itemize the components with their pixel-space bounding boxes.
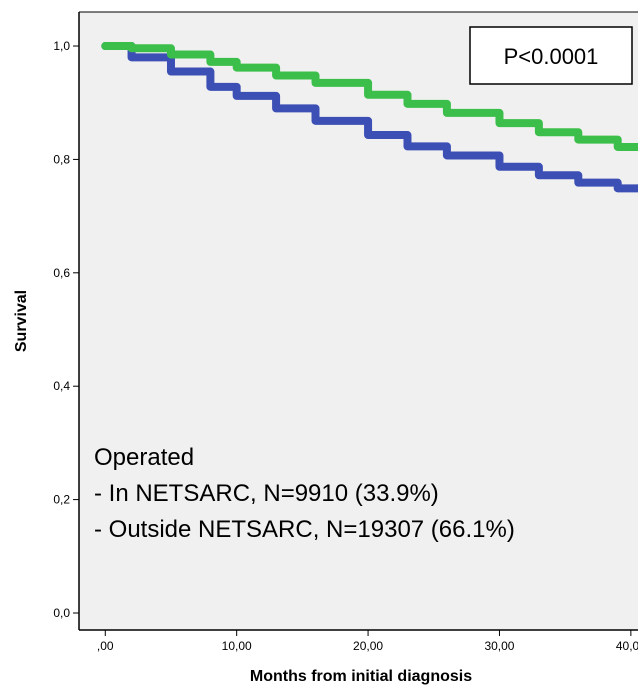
y-tick-label: 0,6 — [53, 266, 70, 280]
y-tick-label: 0,8 — [53, 152, 70, 166]
plot-area — [79, 12, 638, 630]
survival-curves — [101, 42, 638, 193]
y-tick-label: 1,0 — [53, 39, 70, 53]
group-line-outside: - Outside NETSARC, N=19307 (66.1%) — [94, 516, 515, 543]
group-heading: Operated — [94, 444, 194, 471]
survival-curve-outside-netsarc — [101, 42, 638, 193]
survival-curve-in-netsarc — [101, 42, 638, 151]
y-tick-label: 0,4 — [53, 379, 70, 393]
y-axis-ticks: 0,0 0,2 0,4 0,6 0,8 1,0 — [53, 39, 79, 620]
x-axis-title: Months from initial diagnosis — [250, 668, 472, 685]
y-tick-label: 0,2 — [53, 493, 70, 507]
pvalue-text: P<0.0001 — [504, 44, 599, 69]
x-tick-label: 30,00 — [484, 639, 514, 653]
y-tick-label: 0,0 — [53, 606, 70, 620]
x-tick-label: ,00 — [97, 639, 114, 653]
group-line-netsarc: - In NETSARC, N=9910 (33.9%) — [94, 480, 439, 507]
x-axis-ticks: ,00 10,00 20,00 30,00 40,00 — [97, 630, 638, 653]
pvalue-box — [469, 26, 633, 85]
x-tick-label: 40,00 — [616, 639, 638, 653]
y-axis-title: Survival — [13, 290, 30, 352]
x-tick-label: 20,00 — [353, 639, 383, 653]
x-tick-label: 10,00 — [222, 639, 252, 653]
